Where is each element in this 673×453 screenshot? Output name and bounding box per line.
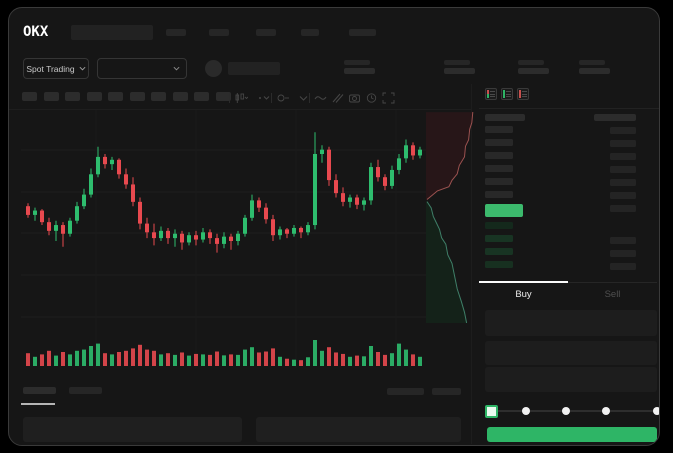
timeframe-button-skeleton[interactable] xyxy=(194,92,209,101)
bottom-tab-skeleton[interactable] xyxy=(69,387,102,394)
chevron-down-icon xyxy=(79,66,86,71)
stat-value-skeleton xyxy=(518,68,549,74)
slider-stop-active[interactable] xyxy=(485,405,498,418)
draw-tool-icon[interactable] xyxy=(331,92,344,104)
order-price-input[interactable] xyxy=(485,310,657,336)
book-both-glyph xyxy=(487,90,489,98)
buy-submit-button[interactable] xyxy=(487,427,657,442)
orderbook-view-both-icon[interactable] xyxy=(485,88,497,100)
compare-chevron-icon[interactable] xyxy=(297,92,310,104)
interval-chevron-icon[interactable] xyxy=(257,92,270,104)
tab-sell[interactable]: Sell xyxy=(604,288,621,300)
fullscreen-icon[interactable] xyxy=(382,92,395,104)
nav-item-skeleton[interactable] xyxy=(256,29,276,36)
pair-title-skeleton xyxy=(71,25,153,40)
nav-item-skeleton[interactable] xyxy=(349,29,376,36)
timeframe-button-skeleton[interactable] xyxy=(43,92,59,101)
book-lines xyxy=(506,90,511,98)
nav-item-skeleton[interactable] xyxy=(166,29,186,36)
timeframe-button-skeleton[interactable] xyxy=(172,92,188,101)
okx-logo[interactable]: OKX xyxy=(23,24,49,40)
stat-label-skeleton xyxy=(579,60,605,65)
orderbook-view-asks-icon[interactable] xyxy=(517,88,529,100)
ask-amount-skeleton[interactable] xyxy=(610,166,636,173)
ask-amount-skeleton[interactable] xyxy=(610,127,636,134)
book-lines xyxy=(490,90,495,98)
slider-stop[interactable] xyxy=(561,407,570,415)
chart-type-icon[interactable] xyxy=(235,92,248,104)
book-bids-glyph xyxy=(503,90,505,98)
bid-price-skeleton[interactable] xyxy=(485,222,513,229)
order-total-input[interactable] xyxy=(485,367,657,392)
ask-price-skeleton[interactable] xyxy=(485,165,513,172)
stat-value-skeleton xyxy=(444,68,475,74)
timeframe-button-skeleton[interactable] xyxy=(129,92,145,101)
indicators-icon[interactable] xyxy=(277,92,290,104)
timeframe-button-skeleton[interactable] xyxy=(22,92,37,101)
line-tool-icon[interactable] xyxy=(314,92,327,104)
price-skeleton xyxy=(228,62,280,75)
ask-amount-skeleton[interactable] xyxy=(610,179,636,186)
slider-stop[interactable] xyxy=(521,407,530,415)
slider-stop[interactable] xyxy=(653,407,659,415)
nav-item-skeleton[interactable] xyxy=(301,29,319,36)
ask-price-skeleton[interactable] xyxy=(485,152,513,159)
coin-icon xyxy=(205,60,222,77)
timeframe-button-skeleton[interactable] xyxy=(151,92,166,101)
stat-label-skeleton xyxy=(518,60,544,65)
bid-amount-skeleton[interactable] xyxy=(610,250,636,257)
bottom-tab-active-skeleton[interactable] xyxy=(23,387,56,394)
last-price-bar[interactable] xyxy=(485,204,523,217)
bid-price-skeleton[interactable] xyxy=(485,235,513,242)
timeframe-button-skeleton[interactable] xyxy=(65,92,80,101)
timeframe-button-skeleton[interactable] xyxy=(86,92,102,101)
depth-chart[interactable] xyxy=(426,110,478,323)
orders-table-skeleton xyxy=(23,417,242,442)
bid-amount-skeleton[interactable] xyxy=(610,263,636,270)
stat-value-skeleton xyxy=(579,68,610,74)
timeframe-button-skeleton[interactable] xyxy=(108,92,123,101)
bid-amount-skeleton[interactable] xyxy=(610,237,636,244)
candlestick-chart[interactable] xyxy=(21,110,427,376)
ask-price-skeleton[interactable] xyxy=(485,126,513,133)
ask-amount-skeleton[interactable] xyxy=(610,153,636,160)
orders-table-skeleton xyxy=(256,417,461,442)
app-window: OKX Spot Trading xyxy=(8,7,660,446)
settings-icon[interactable] xyxy=(365,92,378,104)
bid-price-skeleton[interactable] xyxy=(485,248,513,255)
ask-amount-skeleton[interactable] xyxy=(610,192,636,199)
amount-slider-track[interactable] xyxy=(491,410,657,412)
timeframe-button-skeleton[interactable] xyxy=(215,92,231,101)
orderbook-amount-header-skeleton xyxy=(594,114,636,121)
nav-item-skeleton[interactable] xyxy=(209,29,229,36)
spot-trading-label: Spot Trading xyxy=(26,63,75,74)
stat-value-skeleton xyxy=(344,68,375,74)
order-amount-input[interactable] xyxy=(485,341,657,365)
orderbook-view-bids-icon[interactable] xyxy=(501,88,513,100)
ask-amount-skeleton[interactable] xyxy=(610,140,636,147)
book-lines xyxy=(522,90,527,98)
ask-price-skeleton[interactable] xyxy=(485,191,513,198)
ask-amount-skeleton[interactable] xyxy=(610,205,636,212)
pair-select-dropdown[interactable] xyxy=(97,58,187,79)
stat-label-skeleton xyxy=(444,60,470,65)
chevron-down-icon xyxy=(173,66,180,71)
bottom-action-skeleton[interactable] xyxy=(387,388,424,395)
spot-trading-dropdown[interactable]: Spot Trading xyxy=(23,58,89,79)
active-tab-underline xyxy=(21,403,55,405)
book-asks-glyph xyxy=(519,90,521,98)
camera-icon[interactable] xyxy=(348,92,361,104)
tab-buy[interactable]: Buy xyxy=(479,281,568,305)
bottom-action-skeleton[interactable] xyxy=(432,388,461,395)
orderbook-price-header-skeleton xyxy=(485,114,525,121)
bid-price-skeleton[interactable] xyxy=(485,261,513,268)
slider-stop[interactable] xyxy=(601,407,610,415)
ask-price-skeleton[interactable] xyxy=(485,139,513,146)
stat-label-skeleton xyxy=(344,60,370,65)
ask-price-skeleton[interactable] xyxy=(485,178,513,185)
trade-tabs: Buy Sell xyxy=(479,281,657,305)
